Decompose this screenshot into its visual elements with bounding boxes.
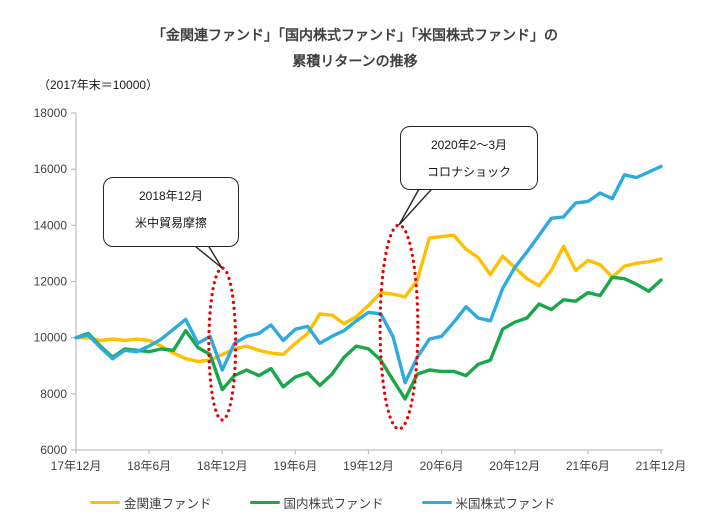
series-line-gold-fund xyxy=(74,233,663,364)
legend-label: 金関連ファンド xyxy=(124,497,212,511)
legend-swatch xyxy=(249,500,280,505)
series-line-domestic-equity-fund xyxy=(74,275,663,401)
legend-swatch xyxy=(90,500,120,505)
y-axis-label: 8000 xyxy=(40,387,67,401)
chart-title-line1: 「金関連ファンド」「国内株式ファンド」「米国株式ファンド」の xyxy=(152,27,558,43)
x-axis-label: 20年6月 xyxy=(420,459,464,473)
y-axis-label: 12000 xyxy=(34,275,68,289)
legend-label: 米国株式ファンド xyxy=(455,497,556,511)
annotation-corona-shock-line1: 2020年2～3月 xyxy=(430,138,508,152)
annotation-trade-friction-line2: 米中貿易摩擦 xyxy=(134,216,207,230)
y-axis-label: 10000 xyxy=(34,331,68,345)
legend-item-domestic-equity-fund: 国内株式ファンド xyxy=(249,493,384,512)
y-axis-label: 14000 xyxy=(34,218,68,232)
x-axis-labels: 17年12月 18年6月 18年12月 19年6月 19年12月 20年6月 20年12月 2… xyxy=(51,459,687,473)
legend-item-us-equity-fund: 米国株式ファンド xyxy=(421,493,556,512)
x-axis-label: 18年12月 xyxy=(197,459,248,473)
axis-base-note: （2017年末＝10000） xyxy=(38,78,159,92)
highlight-ellipse-dec-2018 xyxy=(207,266,238,422)
x-axis-label: 21年6月 xyxy=(566,459,610,473)
annotation-trade-friction: 2018年12月 米中貿易摩擦 xyxy=(103,177,239,247)
x-axis-label: 19年12月 xyxy=(343,459,394,473)
axes xyxy=(71,112,663,454)
annotation-corona-shock-line2: コロナショック xyxy=(426,165,511,179)
x-axis-label: 18年6月 xyxy=(127,459,171,473)
legend-item-gold-fund: 金関連ファンド xyxy=(90,493,212,512)
x-axis-label: 21年12月 xyxy=(636,459,687,473)
x-axis-label: 19年6月 xyxy=(273,459,317,473)
highlight-ellipse-corona xyxy=(378,223,420,431)
series-line-us-equity-fund xyxy=(74,164,663,385)
y-axis-label: 6000 xyxy=(40,443,67,457)
legend-swatch xyxy=(421,500,452,505)
x-axis-label: 17年12月 xyxy=(51,459,102,473)
annotation-trade-friction-line1: 2018年12月 xyxy=(138,189,204,203)
y-axis-labels: 6000 8000 10000 12000 14000 16000 18000 xyxy=(34,106,68,457)
x-axis-label: 20年12月 xyxy=(489,459,540,473)
y-axis-label: 16000 xyxy=(34,162,68,176)
annotation-corona-shock: 2020年2～3月 コロナショック xyxy=(400,126,538,190)
chart-title-line2: 累積リターンの推移 xyxy=(292,53,418,69)
y-axis-label: 18000 xyxy=(34,106,68,120)
chart-legend: 金関連ファンド 国内株式ファンド 米国株式ファンド xyxy=(90,493,556,512)
legend-label: 国内株式ファンド xyxy=(283,497,384,511)
chart-title: 「金関連ファンド」「国内株式ファンド」「米国株式ファンド」の 累積リターンの推移 xyxy=(0,22,710,74)
